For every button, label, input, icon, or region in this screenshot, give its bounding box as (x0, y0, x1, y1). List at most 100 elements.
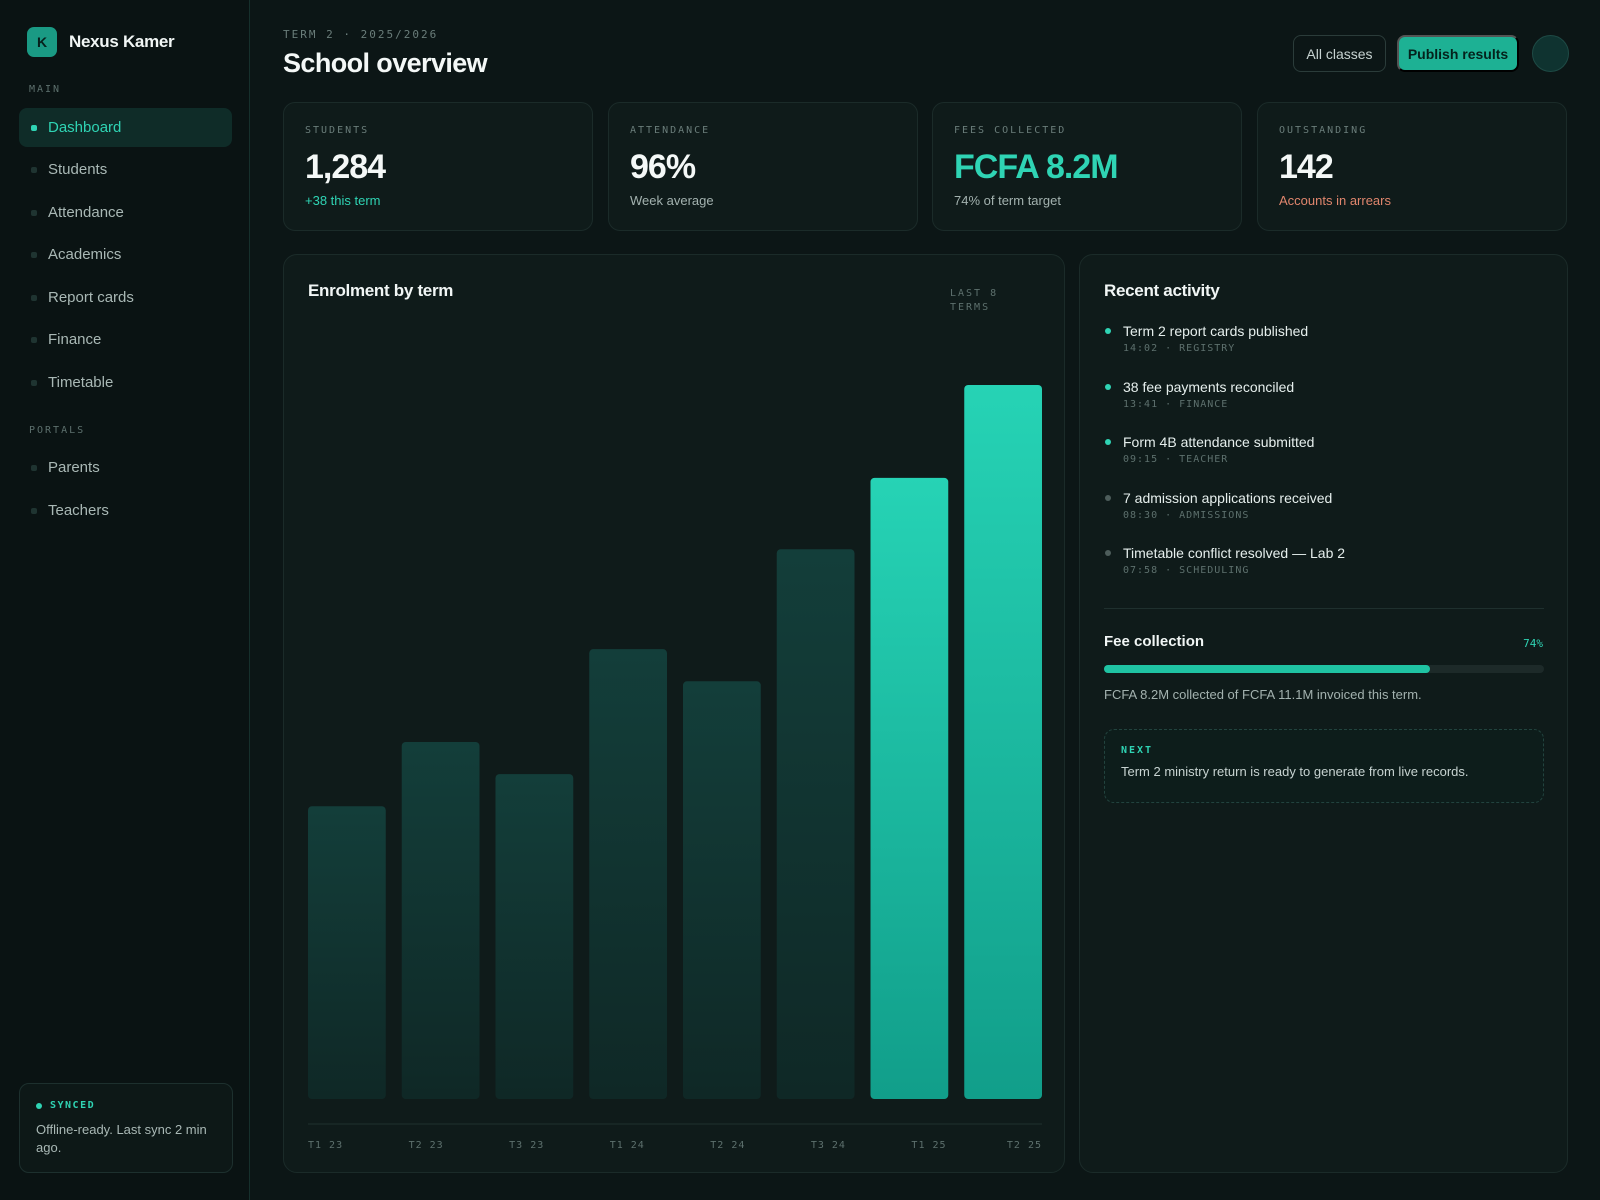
sidebar-item-timetable[interactable]: Timetable (19, 363, 232, 402)
activity-text: Form 4B attendance submitted (1123, 434, 1315, 450)
all-classes-button[interactable]: All classes (1293, 35, 1386, 72)
activity-text: Term 2 report cards published (1123, 323, 1309, 339)
x-tick-label: T3 23 (509, 1140, 544, 1151)
activity-item[interactable]: 7 admission applications received 08:30 … (1104, 488, 1544, 544)
stat-value: 1,284 (305, 148, 386, 186)
next-action-card[interactable]: NEXT Term 2 ministry return is ready to … (1104, 729, 1544, 803)
stat-value: 96% (630, 148, 696, 186)
stat-sub: Week average (630, 193, 714, 208)
stat-card-outstanding: OUTSTANDING 142 Accounts in arrears (1257, 102, 1567, 231)
sidebar-item-label: Parents (48, 459, 100, 476)
activity-item[interactable]: Term 2 report cards published 14:02 · RE… (1104, 321, 1544, 377)
x-tick-label: T1 23 (308, 1140, 343, 1151)
dot-icon (31, 380, 37, 386)
stat-label: ATTENDANCE (630, 125, 711, 136)
stat-label: OUTSTANDING (1279, 125, 1368, 136)
chart-bar[interactable] (776, 549, 855, 1099)
fee-collection-text: FCFA 8.2M collected of FCFA 11.1M invoic… (1104, 687, 1422, 702)
activity-meta: 14:02 · REGISTRY (1123, 343, 1236, 354)
fee-progress-fill (1104, 665, 1430, 673)
activity-item[interactable]: Timetable conflict resolved — Lab 2 07:5… (1104, 543, 1544, 599)
stat-sub: +38 this term (305, 193, 381, 208)
divider (1104, 608, 1544, 609)
stat-sub: Accounts in arrears (1279, 193, 1391, 208)
nav-section-portals: PORTALS (29, 425, 86, 436)
activity-item[interactable]: 38 fee payments reconciled 13:41 · FINAN… (1104, 377, 1544, 433)
activity-text: 7 admission applications received (1123, 489, 1333, 506)
sidebar-item-dashboard[interactable]: Dashboard (19, 108, 232, 147)
stat-label: STUDENTS (305, 125, 370, 136)
dot-icon (31, 167, 37, 173)
sidebar-item-label: Students (48, 161, 108, 178)
sidebar: K Nexus Kamer MAIN Dashboard Students At… (0, 0, 250, 1200)
x-tick-label: T1 25 (911, 1140, 946, 1151)
dot-icon (1105, 328, 1111, 334)
dot-icon (1105, 439, 1111, 445)
stat-value: FCFA 8.2M (954, 148, 1119, 186)
dot-icon (31, 337, 37, 343)
activity-meta: 13:41 · FINANCE (1123, 398, 1229, 410)
sidebar-item-report-cards[interactable]: Report cards (19, 278, 232, 317)
dot-icon (31, 508, 37, 514)
dot-icon (31, 295, 37, 301)
enrolment-chart-panel: T1 23 T2 23 T3 23 T1 24 T2 24 T3 24 T1 25 T2 25… (283, 254, 1065, 1173)
stat-value: 142 (1279, 148, 1334, 186)
status-dot-icon (36, 1102, 42, 1109)
chart-bar[interactable] (870, 477, 949, 1099)
activity-meta: 07:58 · SCHEDULING (1123, 565, 1250, 576)
x-tick-label: T3 24 (811, 1140, 846, 1151)
next-text: Term 2 ministry return is ready to gener… (1121, 764, 1469, 779)
sidebar-item-students[interactable]: Students (19, 150, 232, 189)
activity-list: Term 2 report cards published 14:02 · RE… (1104, 321, 1544, 599)
fee-collection-percent: 74% (1523, 637, 1543, 650)
activity-meta: 08:30 · ADMISSIONS (1123, 509, 1250, 521)
sidebar-item-teachers[interactable]: Teachers (19, 491, 232, 530)
x-tick-label: T1 24 (610, 1140, 645, 1151)
stat-card-students: STUDENTS 1,284 +38 this term (283, 102, 593, 231)
activity-title: Recent activity (1104, 281, 1220, 300)
sync-status-label: SYNCED (50, 1100, 96, 1111)
sidebar-item-label: Attendance (48, 204, 124, 221)
page-title: School overview (283, 48, 488, 78)
dot-icon (31, 465, 37, 471)
sidebar-item-attendance[interactable]: Attendance (19, 193, 232, 232)
sync-status-card: SYNCED Offline-ready. Last sync 2 min ag… (19, 1083, 233, 1173)
sidebar-item-parents[interactable]: Parents (19, 448, 232, 487)
publish-results-button[interactable]: Publish results (1397, 35, 1519, 72)
dot-icon (1105, 550, 1111, 556)
chart-range-label: LAST 8 TERMS (950, 288, 999, 313)
brand-name: Nexus Kamer (69, 32, 175, 51)
dot-icon (31, 210, 37, 216)
activity-text: Timetable conflict resolved — Lab 2 (1123, 545, 1346, 561)
brand[interactable]: K Nexus Kamer (27, 27, 175, 57)
chart-bar[interactable] (495, 774, 574, 1099)
stat-card-fees: FEES COLLECTED FCFA 8.2M 74% of term tar… (932, 102, 1242, 231)
activity-panel: Recent activity Term 2 report cards publ… (1079, 254, 1568, 1173)
fee-collection-title: Fee collection (1104, 633, 1205, 650)
activity-item[interactable]: Form 4B attendance submitted 09:15 · TEA… (1104, 432, 1544, 488)
chart-bar[interactable] (964, 385, 1042, 1099)
sidebar-item-academics[interactable]: Academics (19, 235, 232, 274)
dot-icon (1105, 383, 1111, 390)
activity-text: 38 fee payments reconciled (1123, 378, 1295, 395)
sidebar-item-label: Finance (48, 331, 102, 348)
x-tick-label: T2 23 (409, 1140, 444, 1151)
sidebar-item-label: Academics (48, 246, 122, 263)
chart-bar[interactable] (683, 681, 761, 1099)
stat-card-attendance: ATTENDANCE 96% Week average (608, 102, 918, 231)
enrolment-chart: T1 23 T2 23 T3 23 T1 24 T2 24 T3 24 T1 25 T2 25 (308, 385, 1042, 1151)
chart-title: Enrolment by term (308, 281, 454, 300)
chart-bar[interactable] (308, 806, 386, 1099)
sidebar-item-finance[interactable]: Finance (19, 320, 232, 359)
sidebar-item-label: Dashboard (48, 119, 122, 136)
avatar[interactable] (1532, 35, 1569, 72)
next-label: NEXT (1121, 745, 1154, 756)
fee-progress-track (1104, 665, 1544, 673)
sidebar-item-label: Teachers (48, 502, 109, 519)
sidebar-item-label: Report cards (48, 289, 134, 306)
sync-text: Offline-ready. Last sync 2 min ago. (36, 1122, 207, 1155)
stat-sub: 74% of term target (954, 193, 1061, 208)
chart-bar[interactable] (589, 649, 667, 1099)
sync-status: SYNCED (36, 1100, 216, 1111)
chart-bar[interactable] (401, 742, 480, 1099)
